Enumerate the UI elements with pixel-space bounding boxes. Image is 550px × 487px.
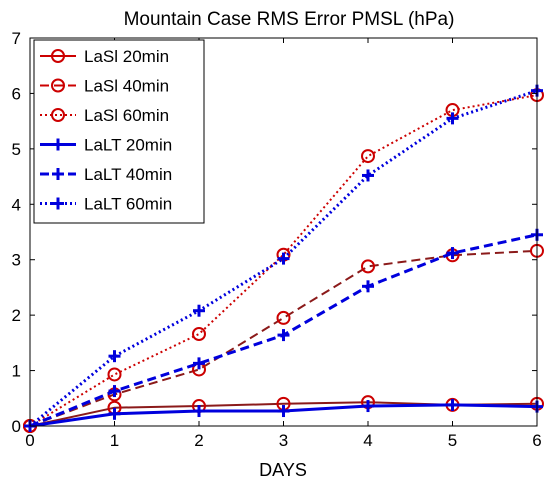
- series-4-point-1: [108, 385, 121, 398]
- series-3-point-1: [108, 407, 121, 420]
- series-5-point-5: [446, 112, 459, 125]
- series-2-point-4: [361, 149, 375, 164]
- chart-title: Mountain Case RMS Error PMSL (hPa): [124, 9, 455, 30]
- x-tick-label-0: 0: [25, 431, 34, 450]
- y-tick-label-5: 5: [12, 140, 21, 159]
- series-2-point-1: [107, 367, 122, 382]
- series-5-point-4: [362, 169, 374, 182]
- y-tick-label-0: 0: [12, 417, 21, 436]
- series-5-point-3: [277, 252, 290, 265]
- series-1-point-4: [361, 259, 375, 274]
- legend-label-5: LaLT 60min: [84, 195, 172, 214]
- x-tick-label-1: 1: [110, 431, 119, 450]
- x-tick-label-6: 6: [532, 431, 541, 450]
- legend-label-2: LaSl 60min: [84, 106, 169, 125]
- legend: LaSl 20min LaSl 40min LaSl 60min LaLT 20min…: [33, 39, 205, 224]
- y-tick-label-7: 7: [12, 29, 21, 48]
- legend-marker-1: [51, 78, 65, 93]
- y-tick-label-1: 1: [12, 362, 21, 381]
- series-4-point-3: [277, 329, 290, 342]
- series-4-point-4: [362, 280, 374, 293]
- y-tick-label-6: 6: [12, 84, 21, 103]
- series-4-point-2: [193, 357, 205, 370]
- legend-label-3: LaLT 20min: [84, 136, 172, 155]
- legend-marker-2: [51, 108, 65, 122]
- x-tick-label-2: 2: [194, 431, 203, 450]
- series-3-point-4: [362, 400, 374, 413]
- legend-marker-4: [52, 168, 64, 180]
- legend-marker-5: [52, 197, 64, 210]
- legend-box: [33, 39, 205, 224]
- series-2-point-2: [192, 326, 206, 341]
- x-tick-label-3: 3: [279, 431, 288, 450]
- series-5-point-1: [108, 350, 121, 363]
- series-3-point-2: [193, 405, 205, 418]
- x-tick-label-4: 4: [363, 431, 372, 450]
- series-3-point-5: [446, 398, 459, 411]
- y-tick-label-3: 3: [12, 251, 21, 270]
- y-tick-label-4: 4: [12, 195, 21, 214]
- series-3-point-3: [277, 405, 290, 418]
- legend-label-4: LaLT 40min: [84, 165, 172, 184]
- x-tick-label-5: 5: [448, 431, 457, 450]
- legend-label-0: LaSl 20min: [84, 47, 169, 66]
- legend-marker-3: [52, 138, 64, 151]
- legend-marker-0: [51, 49, 65, 63]
- axes: 0 1 2 3 4 5 6 0 1 2 3 4 5 6 7: [12, 29, 542, 450]
- series-5-point-2: [193, 304, 205, 317]
- y-tick-label-2: 2: [12, 306, 21, 325]
- series-4-point-5: [446, 247, 459, 260]
- x-axis-title: DAYS: [259, 460, 307, 480]
- series-1-point-3: [276, 310, 291, 325]
- legend-label-1: LaSl 40min: [84, 77, 169, 96]
